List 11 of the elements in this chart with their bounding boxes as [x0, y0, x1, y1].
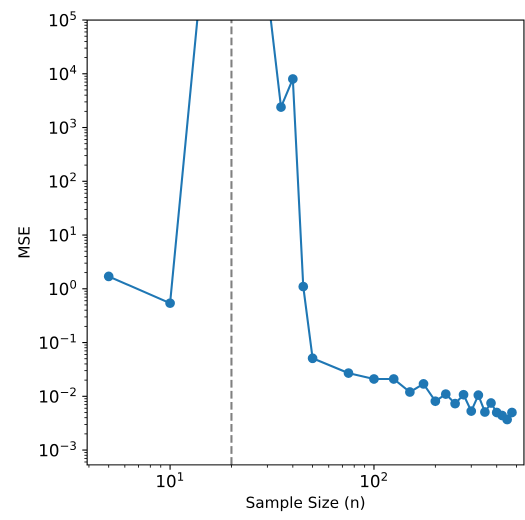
x-axis-title: Sample Size (n) — [246, 496, 364, 512]
y-tick-label: 10$^{−1}$ — [40, 334, 76, 350]
y-tick-label: 10$^{−2}$ — [40, 387, 76, 403]
y-axis-title: MSE — [18, 227, 30, 258]
y-tick-label: 10$^{0}$ — [50, 280, 76, 296]
y-tick-label: 10$^{1}$ — [50, 226, 76, 242]
y-tick-label: 10$^{4}$ — [50, 65, 76, 80]
y-tick-label: 10$^{3}$ — [50, 118, 76, 134]
y-tick-label: 10$^{2}$ — [50, 172, 76, 188]
y-tick-label: 10$^{5}$ — [50, 11, 76, 26]
y-tick-label: 10$^{−3}$ — [40, 441, 76, 456]
